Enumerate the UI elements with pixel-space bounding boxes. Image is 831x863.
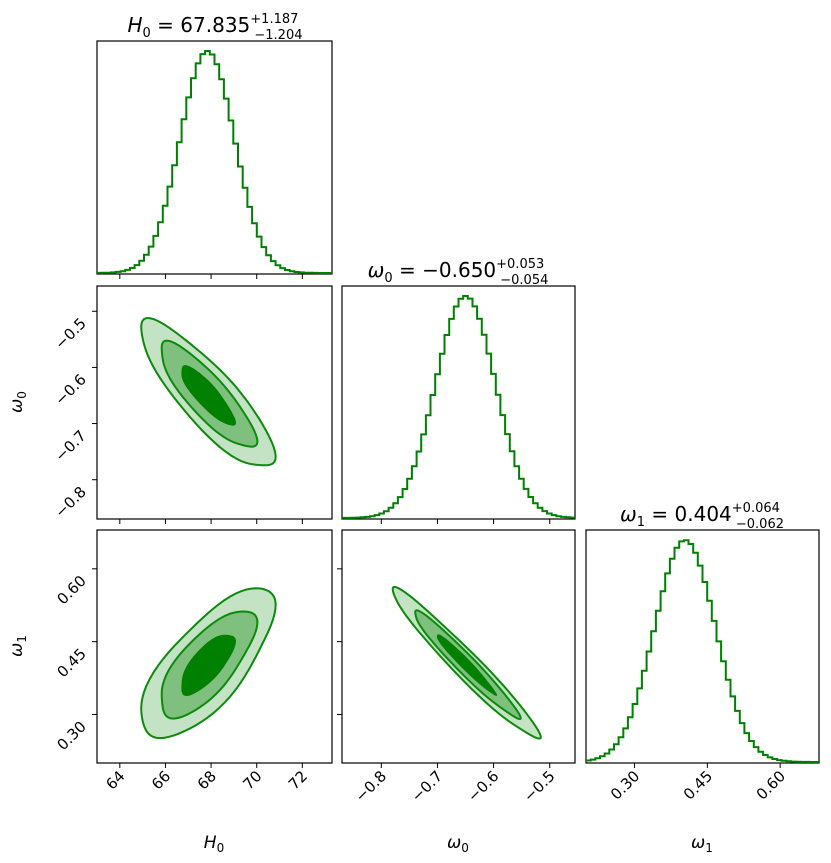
xtick-label-w0: −0.7	[408, 767, 446, 805]
ytick-label-w1: 0.45	[53, 645, 89, 681]
ytick-label-w1: 0.60	[53, 572, 89, 608]
xtick-label-H0: 72	[285, 767, 311, 793]
plot-layer: 64 66 68 70 72 −0.8 −0.7 −0.6 −0.5 0.30 0.45 0.60 −0…	[51, 50, 819, 806]
contour-mid-line-H0_w1	[160, 610, 259, 720]
xtick-label-w0: −0.6	[464, 767, 502, 805]
contour-inner-fill-w0_w1	[436, 634, 498, 696]
xlabel-w0: ω0	[447, 833, 469, 855]
histogram-w1	[586, 539, 819, 763]
histogram-w0	[342, 295, 575, 519]
panel-H0-w1	[96, 529, 333, 764]
xtick-label-w0: −0.5	[520, 767, 558, 805]
xtick-label-H0: 66	[148, 767, 174, 793]
xtick-label-w1: 0.30	[607, 767, 643, 803]
panel-H0-w0	[96, 285, 333, 520]
contour-outer-line-H0_w0	[140, 317, 277, 467]
xlabel-w1: ω1	[691, 833, 713, 855]
contour-outer-line-H0_w1	[140, 587, 277, 740]
xtick-label-H0: 68	[194, 767, 220, 793]
title-w1: ω1 = 0.404+0.064 −0.062	[620, 501, 784, 532]
panel-w0-w1	[341, 529, 576, 764]
contour-outer-line-w0_w1	[391, 585, 542, 740]
panel-hist-H0	[96, 40, 333, 275]
xlabel-H0: H0	[204, 833, 224, 855]
panel-hist-w1	[585, 529, 820, 764]
xtick-label-w1: 0.60	[753, 767, 789, 803]
ylabel-w0: ω0	[7, 391, 29, 413]
ytick-label-w0: −0.7	[51, 427, 89, 465]
xtick-label-w1: 0.45	[680, 767, 716, 803]
contour-mid-line-H0_w0	[160, 339, 259, 448]
contour-inner-fill-H0_w1	[181, 634, 236, 696]
ytick-label-w1: 0.30	[53, 718, 89, 754]
contour-inner-fill-H0_w0	[181, 365, 236, 426]
ytick-label-w0: −0.8	[51, 483, 89, 521]
histogram-H0	[97, 50, 332, 274]
ytick-label-w0: −0.6	[51, 371, 89, 409]
ytick-label-w0: −0.5	[51, 314, 89, 352]
xtick-label-H0: 64	[102, 767, 128, 793]
contour-mid-line-w0_w1	[414, 609, 522, 721]
xtick-label-w0: −0.8	[352, 767, 390, 805]
panel-hist-w0	[341, 285, 576, 520]
title-w0: ω0 = −0.650+0.053 −0.054	[368, 257, 549, 288]
title-H0: H0 = 67.835+1.187 −1.204	[127, 12, 302, 43]
xtick-label-H0: 70	[239, 767, 265, 793]
ylabel-w1: ω1	[7, 635, 29, 657]
